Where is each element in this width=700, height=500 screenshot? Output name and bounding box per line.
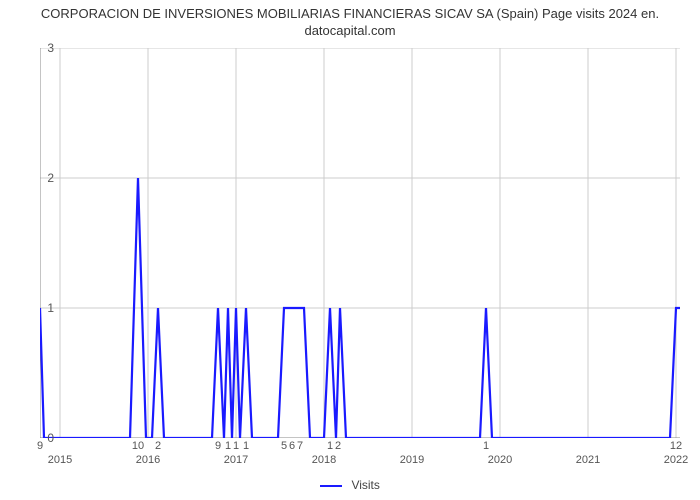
x-tick-year-label: 2021 [576, 454, 600, 466]
x-tick-value-label: 2 [155, 440, 161, 452]
x-tick-value-label: 9 [37, 440, 43, 452]
x-tick-year-label: 2019 [400, 454, 424, 466]
x-tick-value-label: 12 [670, 440, 682, 452]
x-tick-value-label: 9 [215, 440, 221, 452]
plot-area [40, 48, 680, 438]
x-tick-year-label: 2015 [48, 454, 72, 466]
x-tick-year-label: 2016 [136, 454, 160, 466]
x-tick-value-label: 6 [289, 440, 295, 452]
legend-swatch [320, 485, 342, 487]
x-tick-year-label: 2020 [488, 454, 512, 466]
x-tick-year-label: 2017 [224, 454, 248, 466]
x-tick-value-label: 10 [132, 440, 144, 452]
x-tick-value-label: 2 [335, 440, 341, 452]
x-tick-value-label: 5 [281, 440, 287, 452]
title-line-1: CORPORACION DE INVERSIONES MOBILIARIAS F… [41, 6, 659, 21]
x-tick-year-label: 2022 [664, 454, 688, 466]
x-tick-value-label: 1 [225, 440, 231, 452]
chart-container: CORPORACION DE INVERSIONES MOBILIARIAS F… [0, 0, 700, 500]
y-tick-label: 3 [24, 41, 54, 55]
x-tick-value-label: 1 [233, 440, 239, 452]
x-tick-value-label: 1 [327, 440, 333, 452]
chart-title: CORPORACION DE INVERSIONES MOBILIARIAS F… [0, 0, 700, 40]
x-tick-value-label: 7 [297, 440, 303, 452]
title-line-2: datocapital.com [304, 23, 395, 38]
legend: Visits [0, 478, 700, 492]
chart-svg [40, 48, 680, 438]
x-tick-value-label: 1 [243, 440, 249, 452]
x-tick-year-label: 2018 [312, 454, 336, 466]
legend-label: Visits [351, 478, 379, 492]
y-tick-label: 1 [24, 301, 54, 315]
x-tick-value-label: 1 [483, 440, 489, 452]
y-tick-label: 2 [24, 171, 54, 185]
